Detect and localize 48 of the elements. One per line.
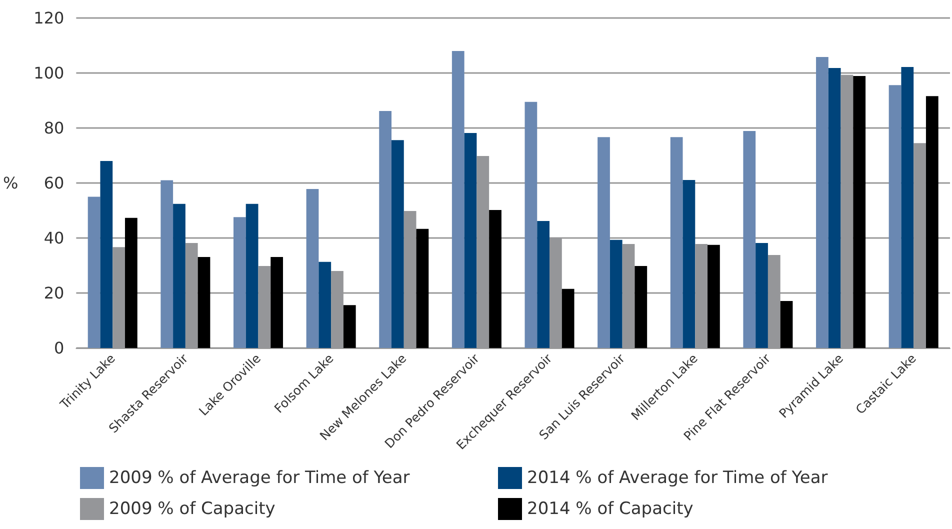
bar	[901, 66, 914, 348]
bar	[634, 266, 648, 348]
bar	[780, 300, 793, 348]
bar	[233, 217, 246, 348]
bar	[100, 161, 113, 348]
bar	[816, 57, 828, 348]
bar	[489, 210, 502, 348]
bar	[88, 196, 100, 348]
bar	[926, 96, 938, 348]
bar	[524, 102, 538, 348]
bar	[888, 85, 902, 348]
legend-label: 2014 % of Capacity	[527, 499, 694, 519]
bar	[756, 242, 768, 348]
y-tick-label: 0	[54, 338, 64, 358]
bar	[670, 137, 683, 348]
bar	[270, 256, 283, 348]
bar	[198, 256, 210, 348]
bar	[452, 51, 464, 348]
bar	[598, 137, 610, 348]
bar	[343, 305, 356, 348]
y-tick-label: 40	[44, 228, 64, 248]
bar	[610, 240, 622, 348]
bar	[828, 68, 841, 348]
bar	[246, 204, 258, 348]
bar	[464, 132, 477, 348]
bar	[416, 228, 429, 348]
y-tick-label: 60	[44, 174, 64, 192]
bar	[124, 218, 138, 348]
bar	[853, 76, 866, 348]
bar	[562, 288, 574, 348]
bar	[173, 204, 186, 348]
bar	[379, 110, 392, 348]
y-axis-title: %	[3, 174, 18, 192]
legend-label: 2014 % of Average for Time of Year	[527, 468, 828, 488]
y-tick-label: 80	[44, 118, 64, 138]
bar	[682, 180, 696, 348]
bar	[743, 131, 756, 348]
bar	[708, 244, 720, 348]
y-tick-label: 120	[34, 8, 64, 28]
bar	[160, 180, 174, 348]
bar	[306, 189, 319, 348]
y-tick-label: 100	[34, 64, 64, 82]
bar	[318, 262, 332, 348]
bar	[392, 140, 404, 348]
bar	[537, 220, 550, 348]
y-tick-label: 20	[44, 284, 64, 302]
legend-label: 2009 % of Capacity	[109, 499, 276, 519]
legend-label: 2009 % of Average for Time of Year	[109, 468, 410, 488]
